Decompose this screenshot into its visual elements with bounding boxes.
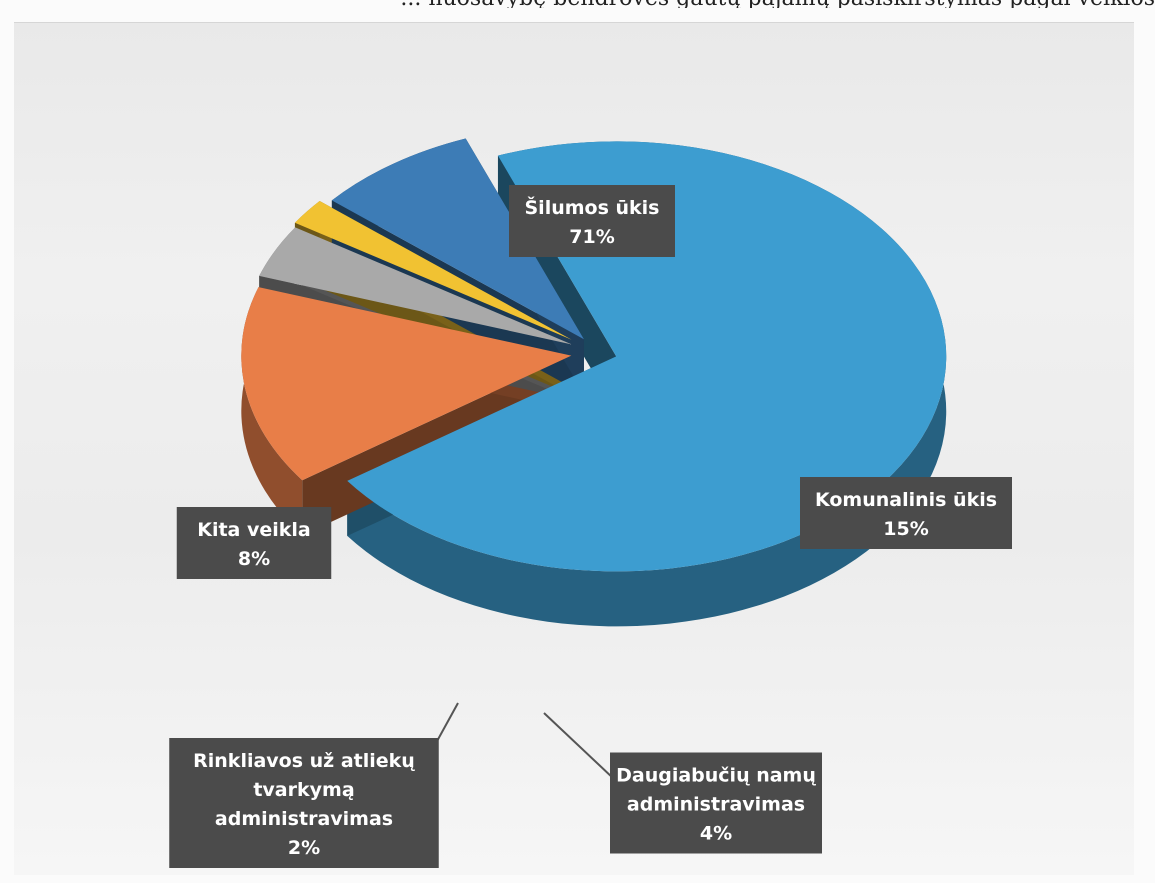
- data-label: Kita veikla 8%: [176, 507, 332, 579]
- label-value: 2%: [288, 837, 320, 859]
- label-name: administravimas: [215, 808, 393, 830]
- chart-area: Šilumos ūkis 71% Komunalinis ūkis 15% Daugia…: [14, 22, 1134, 875]
- label-name: Komunalinis ūkis: [815, 489, 997, 511]
- label-name: administravimas: [627, 793, 805, 815]
- label-box: [610, 752, 822, 854]
- label-value: 71%: [569, 226, 614, 248]
- pie-slice: [347, 141, 947, 572]
- slice-tops: [241, 138, 947, 572]
- header-fragment: ... nuosavybę bendrovės gautų pajamų pas…: [0, 0, 1155, 8]
- label-value: 8%: [238, 548, 270, 570]
- label-box: [176, 507, 332, 579]
- label-name: tvarkymą: [253, 779, 354, 801]
- data-label: Rinkliavos už atliekų tvarkymą administrav…: [169, 738, 439, 868]
- label-name: Rinkliavos už atliekų: [193, 750, 415, 772]
- pie-slice: [294, 201, 572, 340]
- label-box: [800, 477, 1012, 549]
- data-label: Šilumos ūkis 71%: [509, 185, 675, 257]
- pie-slice: [331, 138, 584, 340]
- pie-slice: [259, 227, 572, 345]
- data-label: Daugiabučių namų administravimas 4%: [610, 752, 822, 854]
- leader-line: [543, 712, 615, 780]
- data-labels: Šilumos ūkis 71% Komunalinis ūkis 15% Daugia…: [169, 185, 1012, 868]
- slice-side: [241, 287, 303, 536]
- pie-chart: Šilumos ūkis 71% Komunalinis ūkis 15% Daugia…: [169, 138, 1012, 868]
- label-box: [509, 185, 675, 257]
- label-name: Kita veikla: [197, 519, 311, 541]
- label-box: [169, 738, 439, 868]
- label-value: 4%: [700, 822, 732, 844]
- label-value: 15%: [883, 518, 928, 540]
- label-name: Daugiabučių namų: [616, 764, 816, 786]
- label-name: Šilumos ūkis: [525, 195, 660, 219]
- pie-slice: [241, 287, 572, 481]
- leader-lines: [413, 702, 615, 784]
- data-label: Komunalinis ūkis 15%: [800, 477, 1012, 549]
